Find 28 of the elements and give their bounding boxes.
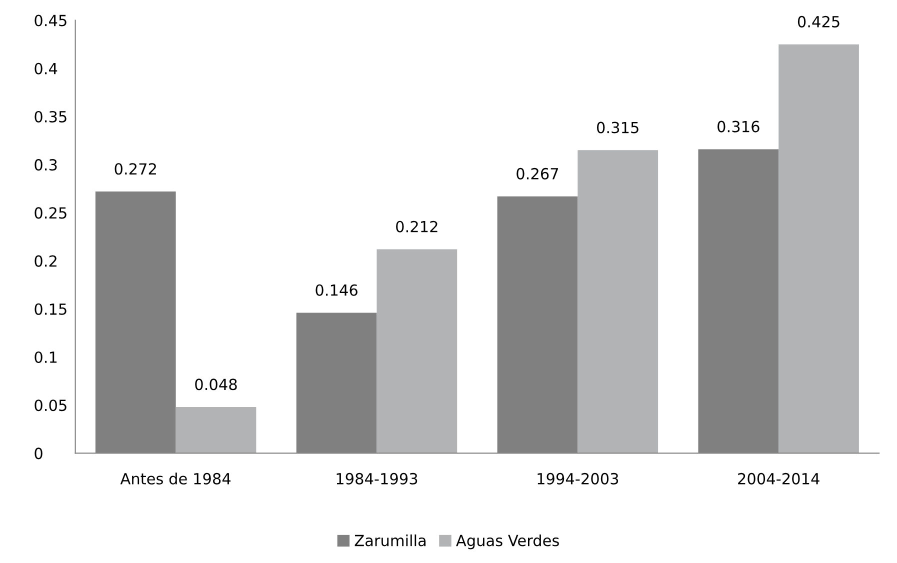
y-tick-label: 0.45 bbox=[34, 14, 66, 26]
data-label: 0.425 bbox=[798, 16, 840, 28]
data-label: 0.048 bbox=[195, 378, 237, 390]
data-label: 0.146 bbox=[316, 284, 358, 296]
bar bbox=[176, 407, 256, 454]
data-label: 0.212 bbox=[396, 220, 438, 232]
y-tick-label: 0.05 bbox=[34, 400, 66, 412]
data-label: 0.315 bbox=[596, 122, 638, 134]
y-tick-label: 0.25 bbox=[34, 207, 66, 219]
legend-label: Aguas Verdes bbox=[456, 534, 559, 550]
y-tick-label: 0.1 bbox=[34, 351, 57, 364]
data-label: 0.272 bbox=[114, 163, 156, 175]
y-tick-label: 0.35 bbox=[34, 110, 66, 122]
y-tick-label: 0 bbox=[34, 448, 42, 460]
y-tick-label: 0.2 bbox=[34, 255, 56, 267]
legend-label: Zarumilla bbox=[354, 534, 426, 546]
data-label: 0.316 bbox=[718, 120, 760, 132]
bar bbox=[376, 249, 458, 454]
y-tick-label: 0.3 bbox=[34, 159, 57, 171]
y-tick-label: 0.4 bbox=[34, 62, 58, 74]
data-label: 0.267 bbox=[516, 168, 558, 180]
bar bbox=[578, 150, 658, 454]
x-tick-label: Antes de 1984 bbox=[120, 472, 231, 484]
x-tick-label: 1984-1993 bbox=[336, 472, 418, 484]
y-tick-label: 0.15 bbox=[34, 303, 66, 315]
x-tick-label: 1994-2003 bbox=[538, 472, 618, 484]
x-tick-label: 2004-2014 bbox=[738, 472, 820, 484]
bar bbox=[778, 44, 859, 454]
